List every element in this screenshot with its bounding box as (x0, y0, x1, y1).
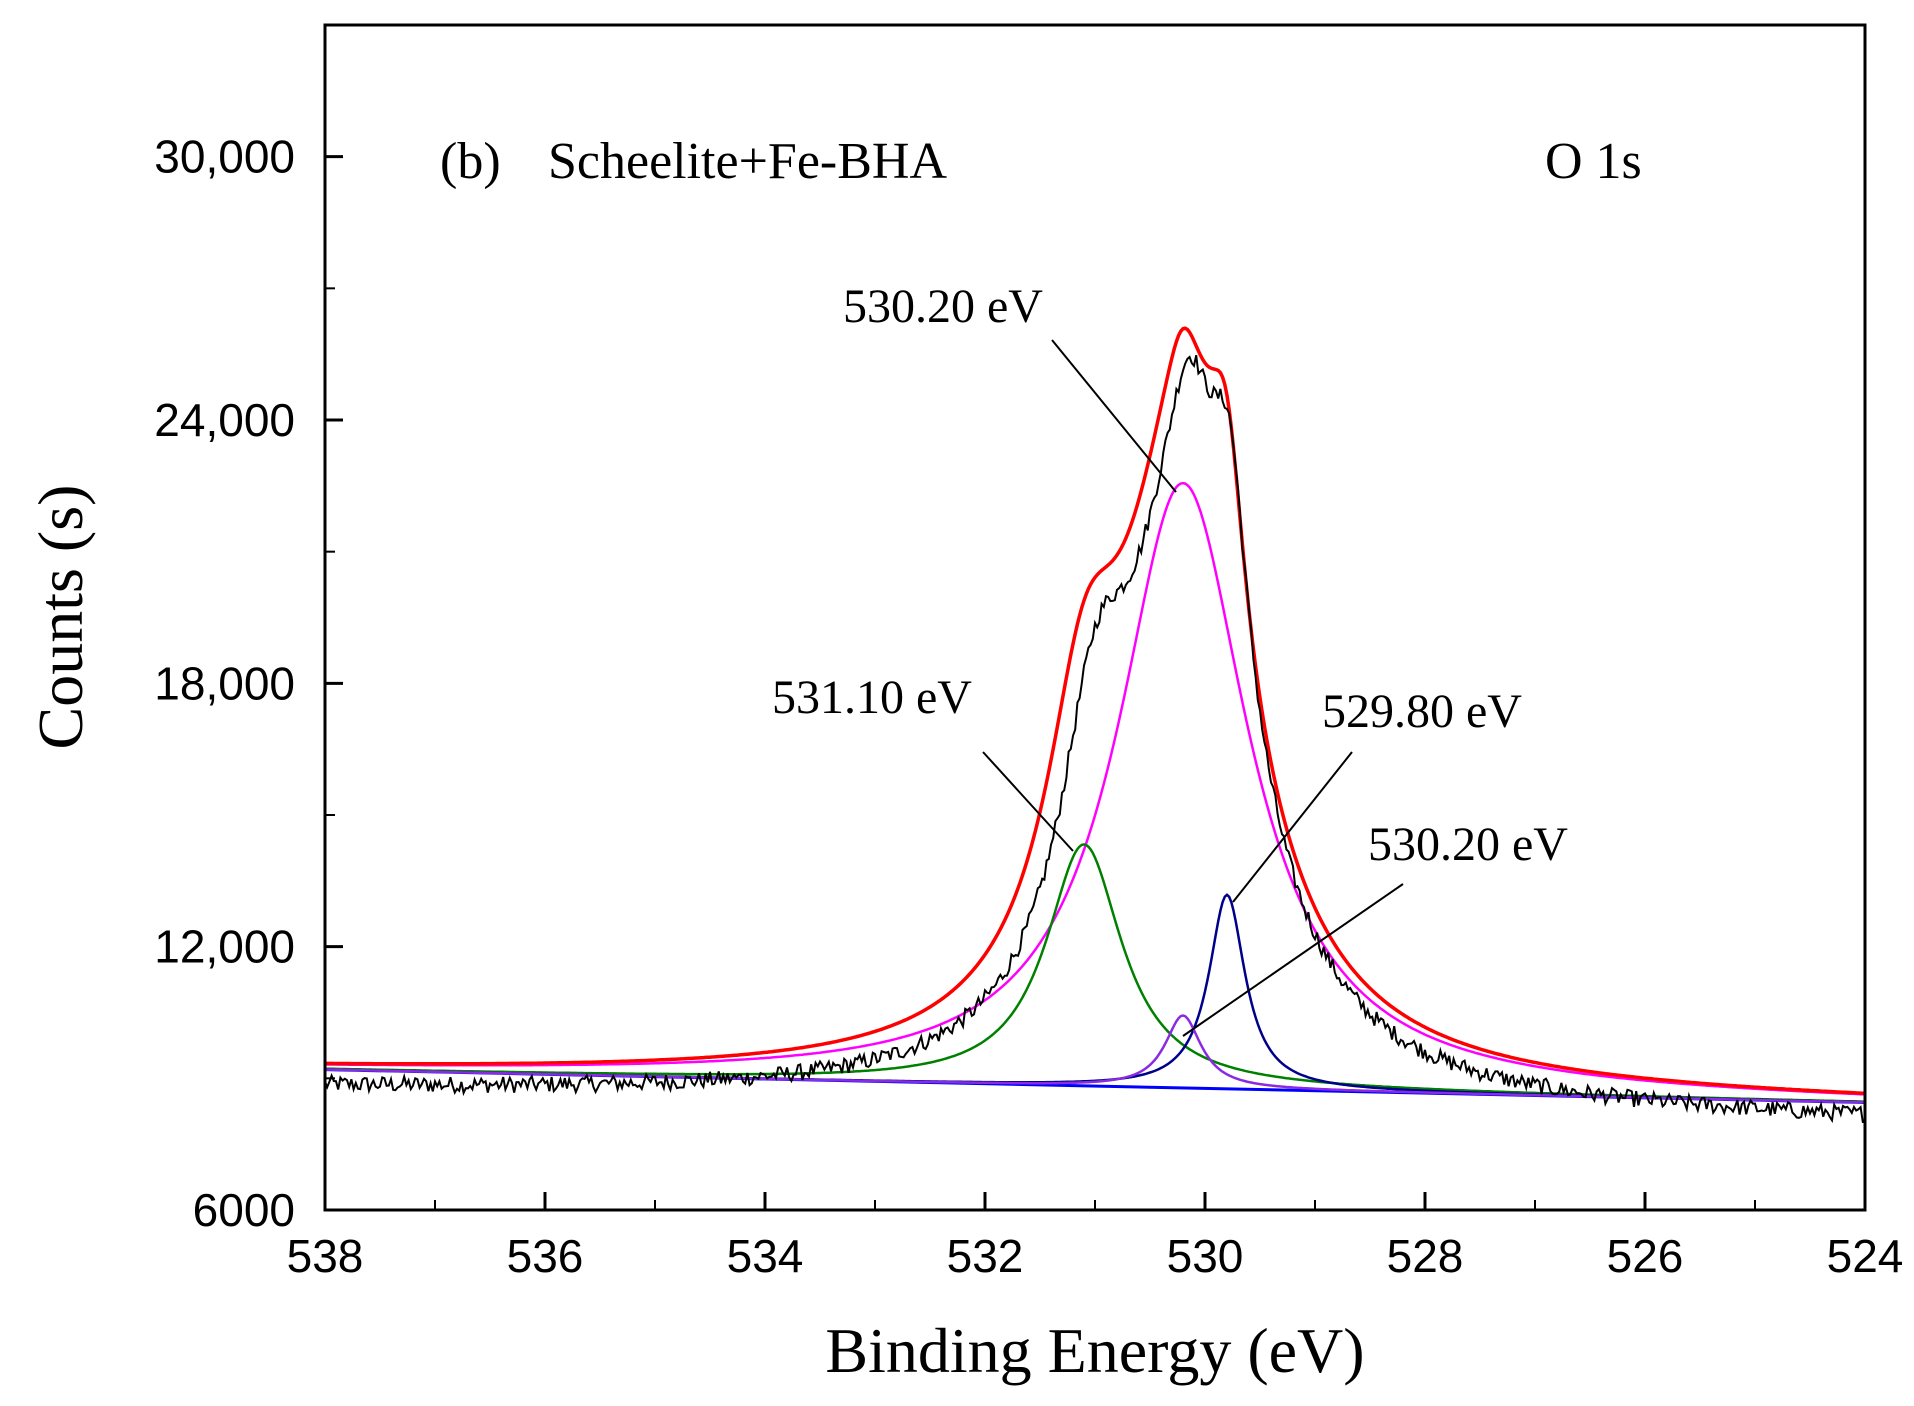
annotation-leader-531-peak (982, 751, 1074, 852)
x-tick-label: 528 (1387, 1230, 1464, 1282)
sample-label: Scheelite+Fe-BHA (548, 133, 947, 190)
annotation-leader-529-peak (1232, 751, 1353, 903)
x-axis: 538 536 534 532 530 528 526 524 (287, 1192, 1904, 1282)
y-tick-label: 12,000 (154, 921, 295, 973)
y-axis: 6000 12,000 18,000 24,000 30,000 (154, 131, 343, 1236)
x-axis-title: Binding Energy (eV) (825, 1315, 1364, 1386)
y-axis-title: Counts (s) (25, 485, 96, 750)
x-tick-label: 530 (1167, 1230, 1244, 1282)
y-tick-label: 6000 (193, 1184, 295, 1236)
y-tick-label: 18,000 (154, 657, 295, 709)
component-peak-line (325, 481, 1865, 1096)
plot-area (325, 326, 1865, 1124)
envelope-line (325, 326, 1865, 1096)
annotation-label-main-peak: 530.20 eV (843, 280, 1043, 333)
x-tick-label: 532 (947, 1230, 1024, 1282)
annotation-leader-minor-peak (1182, 883, 1404, 1037)
annotation-label-minor-peak: 530.20 eV (1368, 818, 1568, 871)
x-tick-label: 526 (1607, 1230, 1684, 1282)
raw-data-line (325, 354, 1865, 1124)
y-tick-label: 30,000 (154, 131, 295, 183)
x-tick-label: 536 (507, 1230, 584, 1282)
peak-annotations: 530.20 eV 531.10 eV 529.80 eV 530.20 eV (772, 280, 1568, 1037)
panel-label: (b) (440, 133, 501, 190)
x-tick-label: 534 (727, 1230, 804, 1282)
annotation-label-531-peak: 531.10 eV (772, 671, 972, 724)
annotation-leader-main-peak (1051, 339, 1177, 493)
y-tick-label: 24,000 (154, 394, 295, 446)
region-label: O 1s (1545, 133, 1642, 190)
annotation-label-529-peak: 529.80 eV (1322, 685, 1522, 738)
x-tick-label: 538 (287, 1230, 364, 1282)
curves-group (325, 326, 1865, 1124)
x-tick-label: 524 (1827, 1230, 1904, 1282)
